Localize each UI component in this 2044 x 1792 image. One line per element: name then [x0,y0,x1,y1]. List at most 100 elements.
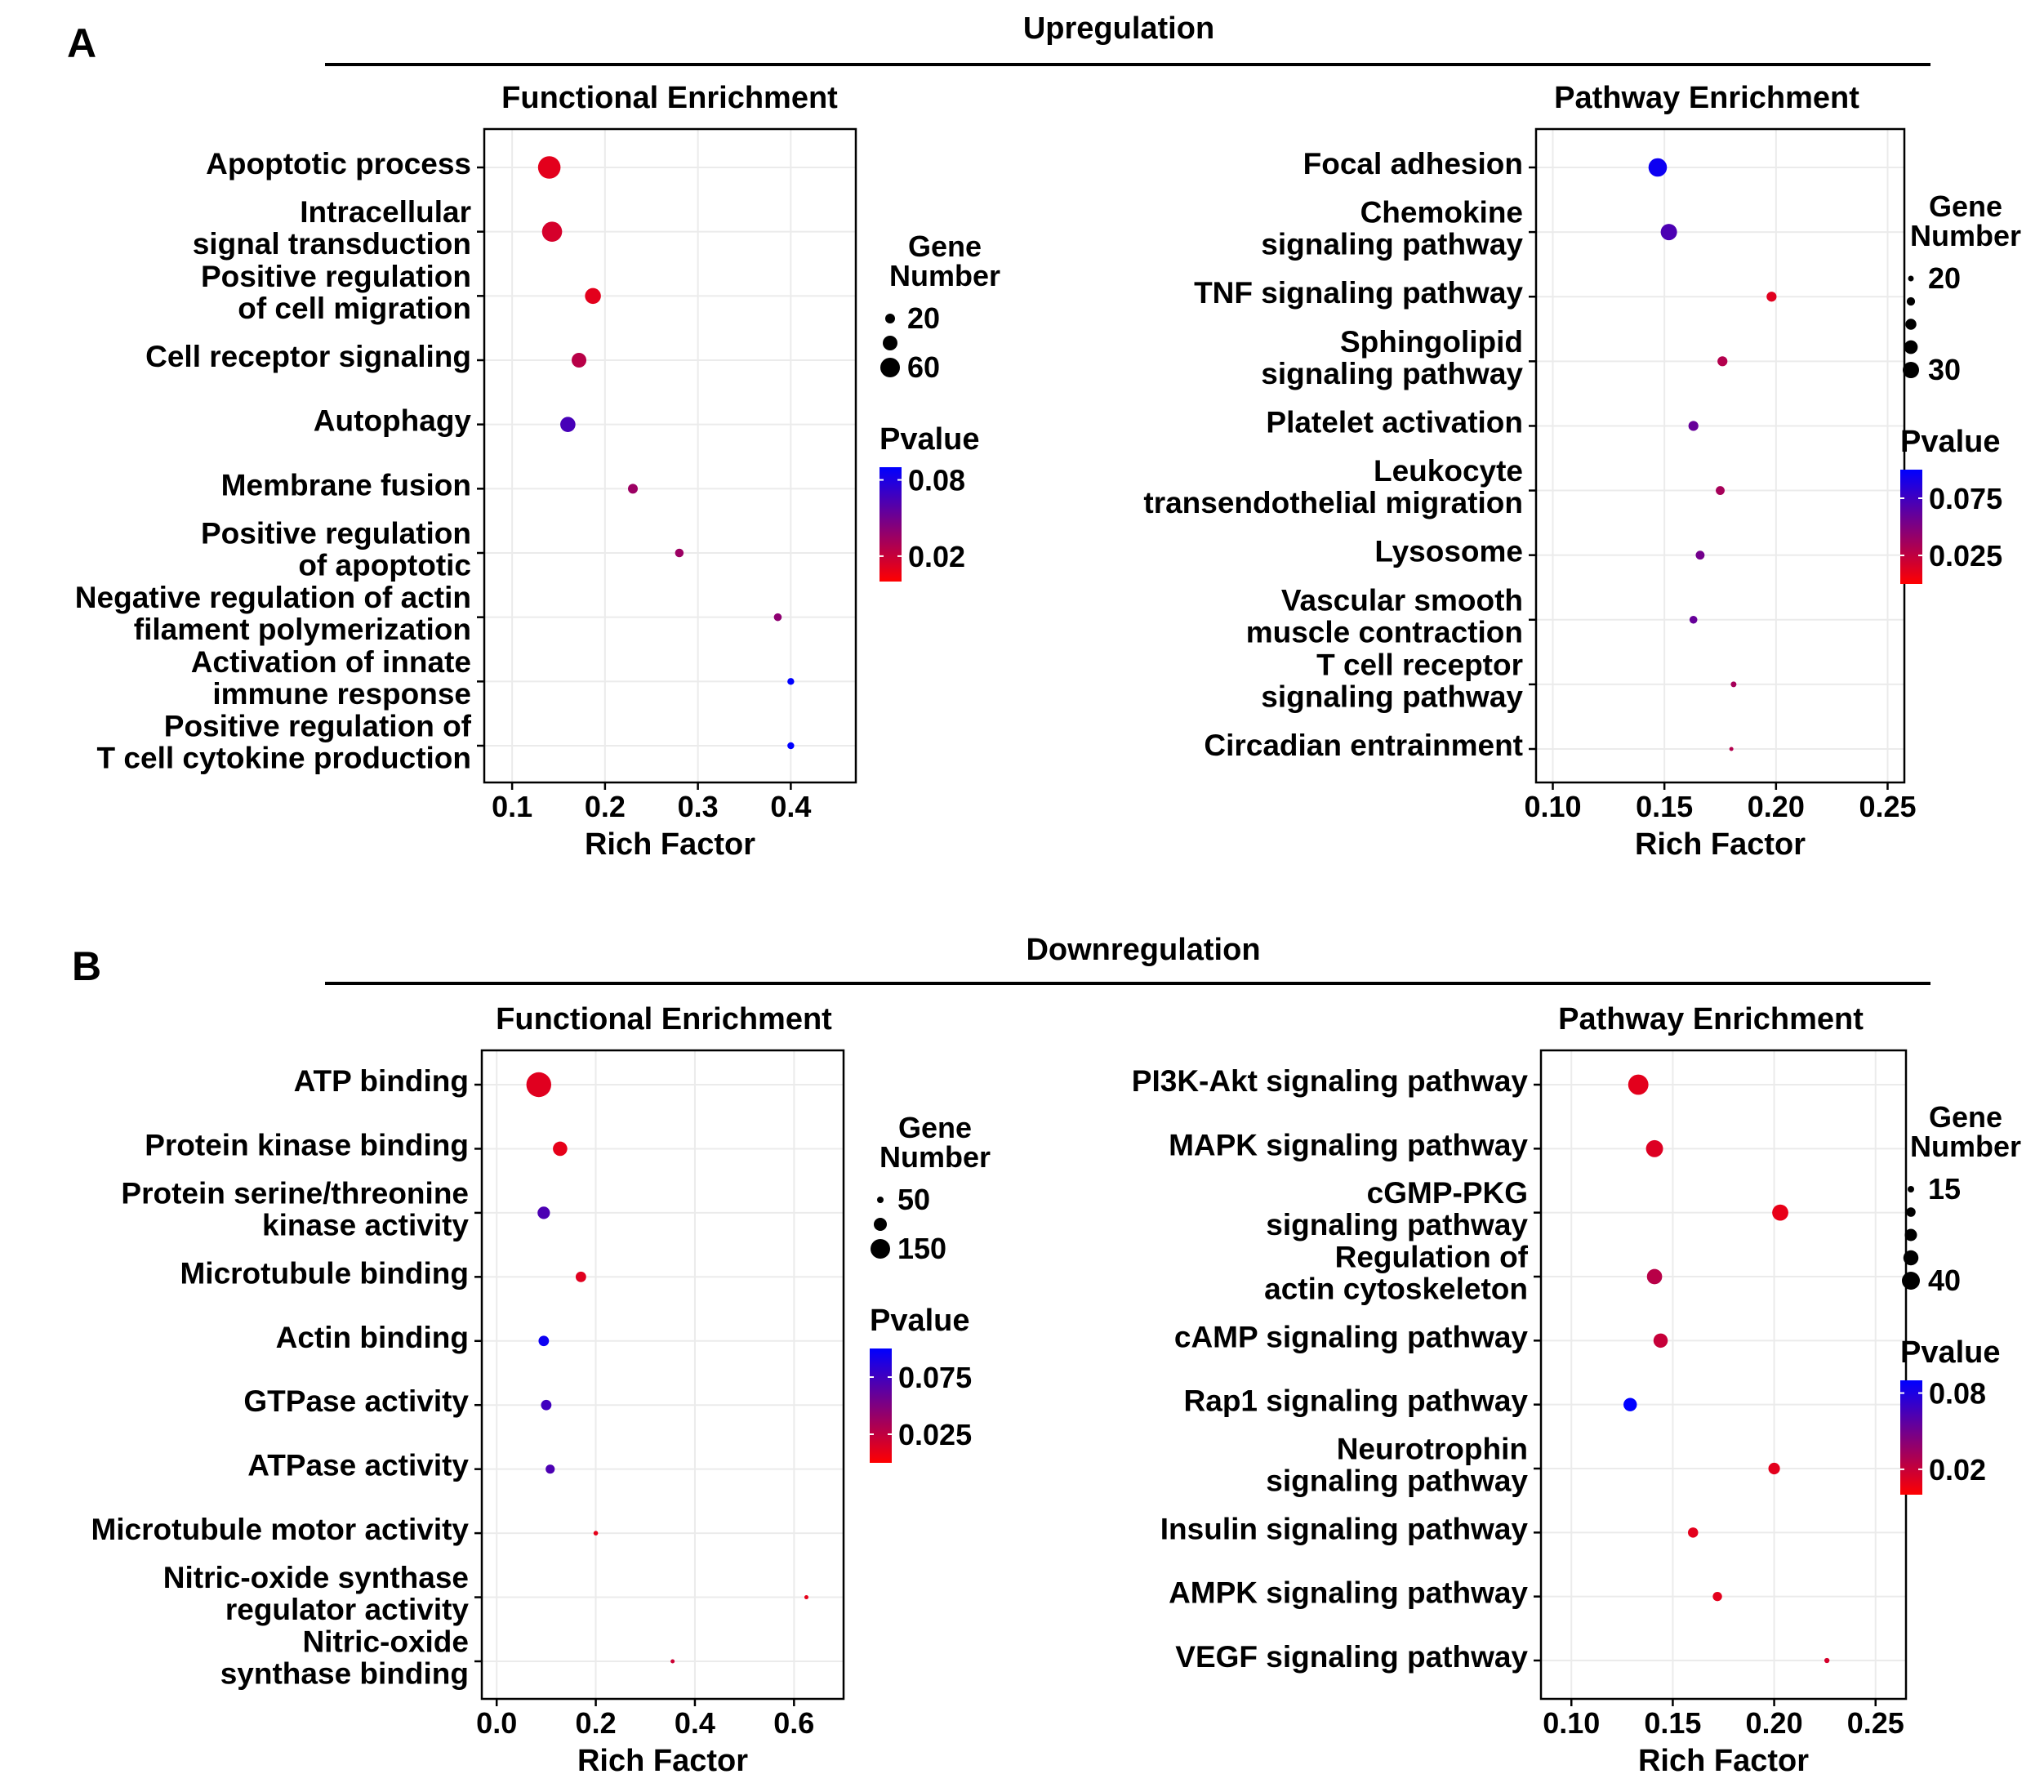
data-point [1653,1333,1668,1348]
category-label: Regulation of [1335,1241,1529,1274]
data-point [560,417,576,432]
plot-frame [1534,127,1906,784]
data-point [1648,158,1668,177]
data-point [1768,1462,1780,1475]
data-point [773,613,782,622]
pvalue-colorbar [1900,470,1922,584]
size-legend-dot [1906,1207,1916,1217]
size-legend-title: Number [879,1140,991,1174]
category-label: Lysosome [1374,535,1523,568]
data-point [1772,1204,1788,1221]
chart-title: Functional Enrichment [501,81,838,115]
colorbar-tick-label: 0.025 [1929,539,2002,573]
category-label: T cell receptor [1316,648,1523,681]
size-legend-label: 30 [1928,353,1961,386]
data-point [575,1271,586,1282]
category-label: signaling pathway [1266,1464,1528,1498]
chart-down-functional: Functional Enrichment 0.0 0.2 0.4 0.6 Rich Fa… [91,1002,991,1778]
data-point [585,288,601,305]
size-legend-dot [1903,1250,1919,1266]
data-point [593,1531,599,1536]
data-point [1730,681,1737,688]
category-label: of apoptotic [298,549,471,582]
size-legend-dot [885,314,895,323]
x-tick-label: 0.1 [492,790,532,823]
category-label: signal transduction [193,227,471,261]
panel-label-b: B [72,943,101,989]
data-point [541,1399,552,1411]
category-label: T cell cytokine production [97,742,471,775]
category-label: cGMP-PKG [1367,1176,1528,1210]
x-tick-label: 0.4 [675,1706,715,1740]
size-legend-title: Number [889,259,1000,292]
category-label: Cell receptor signaling [145,340,471,373]
data-point [1695,551,1705,560]
chart-title: Functional Enrichment [496,1002,832,1036]
category-label: Microtubule binding [180,1256,469,1290]
data-point [1623,1397,1637,1411]
category-label: kinase activity [262,1208,469,1241]
data-point [526,1072,551,1098]
category-label: filament polymerization [134,613,471,646]
category-label: Rap1 signaling pathway [1184,1384,1529,1418]
data-point [1766,292,1777,302]
colorbar-tick-label: 0.08 [1929,1377,1986,1411]
category-label: immune response [212,677,471,711]
color-legend-title: Pvalue [1900,425,2001,459]
colorbar-tick-label: 0.025 [898,1418,972,1451]
data-point [1824,1657,1830,1664]
category-label: Apoptotic process [206,147,471,181]
size-legend-label: 20 [1928,261,1961,295]
category-label: signaling pathway [1266,1208,1528,1241]
category-label: transendothelial migration [1143,486,1523,519]
category-label: of cell migration [238,292,471,325]
size-legend-dot [1902,1272,1920,1290]
category-label: AMPK signaling pathway [1169,1576,1528,1610]
category-label: Autophagy [314,404,472,438]
plot-frame [480,1049,845,1701]
data-point [1628,1074,1649,1095]
category-label: Vascular smooth [1281,583,1523,617]
colorbar-tick-label: 0.075 [898,1361,972,1394]
size-legend-dot [880,358,900,377]
category-label: Microtubule motor activity [91,1513,469,1546]
data-point [1688,1527,1699,1538]
category-label: Positive regulation [201,260,471,293]
x-tick-label: 0.3 [678,790,719,823]
x-axis-label: Rich Factor [1638,1744,1809,1778]
category-label: muscle contraction [1246,615,1523,649]
x-tick-label: 0.2 [585,790,626,823]
x-tick-label: 0.10 [1524,790,1581,823]
x-tick-label: 0.25 [1847,1706,1904,1740]
x-tick-label: 0.4 [770,790,811,823]
category-label: Chemokine [1360,196,1523,230]
size-legend-label: 60 [907,350,940,384]
colorbar-tick-label: 0.08 [908,464,965,497]
data-point [1646,1268,1663,1285]
category-label: Focal adhesion [1303,147,1523,181]
size-legend-title: Gene [908,230,982,263]
data-point [675,548,684,558]
colorbar-tick-label: 0.02 [1929,1453,1986,1487]
size-legend-label: 15 [1928,1172,1961,1206]
size-legend-title: Number [1910,219,2021,252]
category-label: Leukocyte [1374,454,1523,488]
category-label: Neurotrophin [1337,1433,1528,1466]
chart-up-pathway: Pathway Enrichment 0.10 0.15 0.20 0.25 Rich F… [1143,81,2021,862]
category-label: PI3K-Akt signaling pathway [1132,1064,1529,1098]
pvalue-colorbar [870,1348,892,1463]
data-point [1717,356,1728,367]
x-tick-label: 0.15 [1636,790,1693,823]
data-point [572,353,587,368]
category-label: ATPase activity [247,1449,469,1482]
category-label: Negative regulation of actin [75,581,471,614]
x-axis-label: Rich Factor [1635,827,1806,862]
chart-title: Pathway Enrichment [1558,1002,1864,1036]
x-tick-label: 0.25 [1859,790,1916,823]
x-tick-label: 0.0 [476,1706,517,1740]
size-legend-dot [1904,1228,1917,1241]
x-tick-label: 0.20 [1748,790,1805,823]
data-point [1688,421,1699,431]
category-label: Membrane fusion [221,468,471,501]
